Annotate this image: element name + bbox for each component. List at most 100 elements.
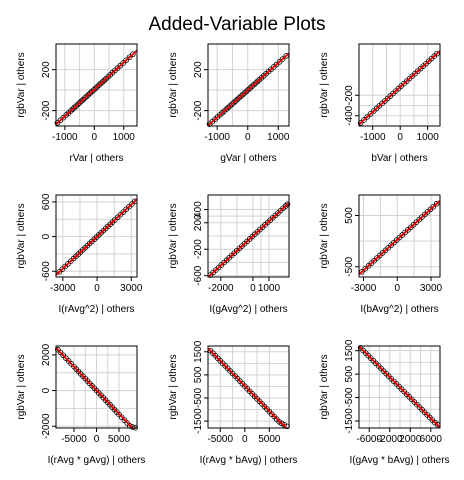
fit-marker: [107, 75, 110, 78]
fit-marker: [268, 410, 271, 413]
fit-marker: [117, 413, 121, 416]
fit-marker: [394, 89, 397, 93]
fit-marker: [77, 370, 80, 373]
data-point: [229, 101, 235, 108]
x-tick-label: -3000: [351, 283, 377, 294]
fit-marker: [106, 225, 110, 228]
data-point: [236, 95, 242, 101]
fit-marker: [412, 223, 415, 226]
y-tick-label: -500: [344, 256, 355, 276]
av-plot-8: -5000 0 5000 -1500-500 500 1500 I(rAvg * bAvg)…: [168, 340, 297, 466]
fit-marker: [373, 259, 376, 262]
fit-marker: [78, 101, 81, 104]
data-point: [97, 80, 104, 87]
x-tick-label: 1000: [267, 132, 290, 143]
data-point: [254, 78, 261, 85]
av-plot-1: -1000 0 1000 -200 200 rVar | others rgbVar | o…: [16, 43, 138, 164]
fit-marker: [103, 79, 106, 82]
fit-marker: [71, 108, 74, 111]
x-tick-label: -1000: [360, 132, 386, 143]
x-tick-label: -1000: [52, 132, 78, 143]
data-point: [245, 86, 252, 93]
fit-marker: [233, 374, 237, 378]
fit-marker: [74, 255, 78, 258]
x-tick-label: 5000: [258, 434, 281, 445]
fit-marker: [379, 367, 383, 370]
fit-marker: [116, 216, 119, 219]
fit-marker: [219, 359, 222, 362]
fit-marker: [416, 70, 419, 73]
plot-frame: [207, 43, 290, 127]
y-tick-label: -600: [41, 261, 52, 281]
fit-marker: [369, 357, 372, 360]
fit-marker: [64, 265, 67, 268]
fit-marker: [405, 80, 408, 83]
fit-marker: [264, 72, 268, 75]
fit-marker: [62, 354, 65, 357]
fit-marker: [238, 380, 242, 383]
data-point: [73, 103, 79, 109]
y-tick-label: 1500: [344, 339, 355, 362]
y-axis-label: rgbVar | others: [168, 354, 179, 419]
fit-marker: [104, 399, 107, 402]
y-tick-label: 1500: [193, 340, 204, 363]
fit-marker: [275, 63, 278, 66]
fit-marker: [209, 273, 212, 277]
fit-marker: [111, 71, 114, 74]
x-axis-label: I(rAvg^2) | others: [58, 304, 134, 315]
fit-marker: [227, 106, 230, 109]
fit-marker: [95, 389, 98, 392]
y-tick-label: -1500: [193, 408, 204, 434]
fit-marker: [74, 105, 78, 108]
fit-marker: [122, 210, 125, 214]
fit-marker: [395, 382, 398, 386]
fit-marker: [214, 268, 217, 272]
data-point: [130, 51, 136, 57]
data-point: [249, 83, 255, 90]
fit-marker: [113, 408, 116, 411]
fit-marker: [234, 99, 237, 103]
data-point: [232, 98, 239, 104]
fit-marker: [69, 260, 72, 263]
fit-marker: [415, 403, 419, 406]
data-point: [367, 111, 374, 117]
data-point: [71, 104, 78, 111]
fit-marker: [92, 88, 95, 92]
av-plot-6: -3000 0 3000 -500 500 I(bAvg^2) | others rgbVa…: [319, 194, 443, 315]
fit-marker: [56, 348, 59, 351]
data-point: [240, 91, 246, 98]
fit-marker: [220, 263, 223, 267]
fit-marker: [248, 390, 251, 393]
fit-marker: [256, 80, 259, 83]
fit-marker: [224, 364, 227, 367]
x-tick-label: -5000: [207, 434, 233, 445]
fit-marker: [276, 211, 280, 215]
x-tick-label: 1000: [113, 132, 136, 143]
fit-marker: [436, 423, 439, 426]
x-tick-label: 0: [94, 283, 100, 294]
data-point: [89, 88, 95, 95]
fit-marker: [258, 400, 261, 403]
av-plot-2: -1000 0 1000 -200 200 gVar | others rgbVar | o…: [168, 43, 290, 164]
y-tick-label: -500: [193, 388, 204, 408]
data-point: [284, 201, 291, 208]
x-tick-label: 0: [245, 132, 251, 143]
data-point: [67, 108, 74, 114]
data-point: [85, 91, 92, 98]
x-tick-label: 5000: [108, 434, 131, 445]
fit-marker: [390, 377, 393, 380]
fit-marker: [99, 394, 103, 397]
fit-marker: [269, 68, 273, 71]
fit-marker: [223, 110, 226, 113]
fit-marker: [433, 55, 436, 58]
fit-marker: [261, 226, 264, 229]
fit-marker: [406, 228, 410, 231]
data-point: [96, 82, 102, 88]
y-axis-label: rgbVar | others: [319, 203, 330, 268]
plot-frame: [358, 345, 441, 429]
data-point: [251, 81, 257, 88]
fit-marker: [67, 359, 70, 363]
fit-marker: [400, 388, 403, 391]
data-point: [364, 114, 371, 120]
fit-marker: [431, 418, 434, 422]
